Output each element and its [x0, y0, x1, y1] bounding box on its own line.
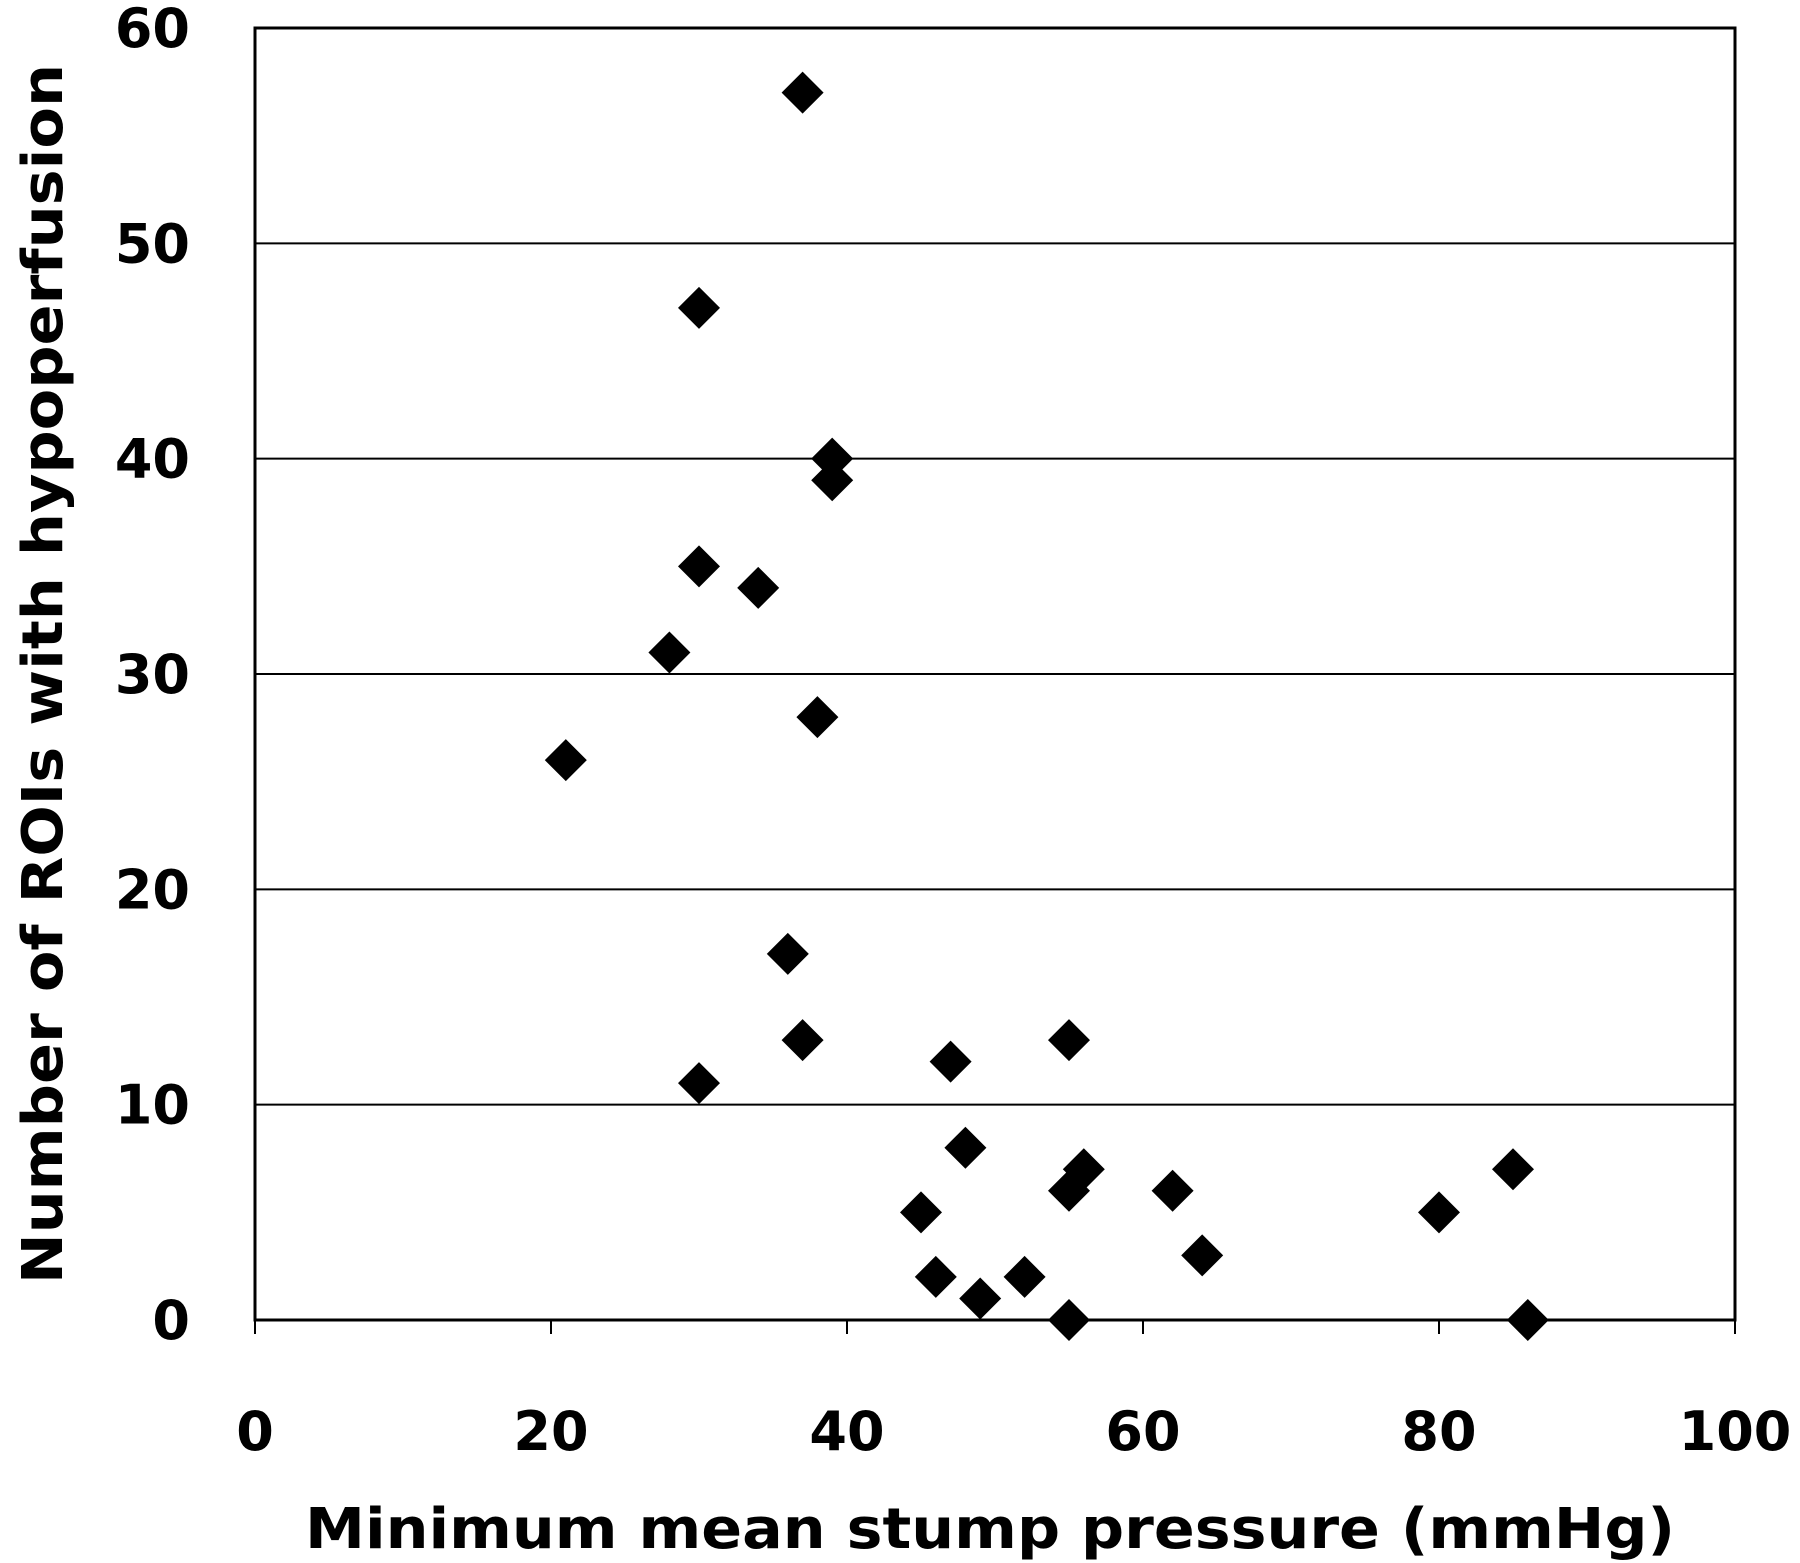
data-point — [1003, 1255, 1046, 1298]
x-tick-label: 20 — [513, 1400, 588, 1463]
x-tick-label: 40 — [809, 1400, 884, 1463]
data-point — [766, 932, 809, 975]
data-point — [1048, 1299, 1090, 1341]
data-point — [914, 1255, 957, 1298]
plot-area-frame — [253, 26, 1737, 1322]
x-axis-ticks: 0 20 40 60 80 100 — [236, 1320, 1791, 1463]
x-tick-label: 60 — [1105, 1400, 1180, 1463]
data-point — [648, 631, 691, 674]
data-point — [811, 437, 854, 480]
data-point — [678, 286, 720, 329]
y-axis-ticks: 0 10 20 30 40 50 60 — [115, 0, 190, 1352]
y-tick-label: 50 — [115, 212, 190, 275]
grid-lines — [255, 242, 1735, 1106]
data-point — [1181, 1234, 1224, 1277]
data-point — [900, 1191, 942, 1234]
data-point — [1418, 1191, 1460, 1234]
x-tick-label: 80 — [1401, 1400, 1476, 1463]
x-tick-label: 100 — [1679, 1400, 1792, 1463]
data-point — [944, 1126, 987, 1169]
y-tick-label: 60 — [115, 0, 190, 60]
data-point — [781, 71, 824, 114]
y-tick-label: 10 — [115, 1074, 190, 1137]
data-point — [1151, 1169, 1194, 1212]
x-axis-title: Minimum mean stump pressure (mmHg) — [305, 1497, 1675, 1562]
data-points — [544, 71, 1549, 1341]
data-point — [678, 1062, 720, 1105]
data-point — [1048, 1169, 1090, 1212]
data-point — [1048, 1019, 1090, 1062]
y-tick-label: 20 — [115, 858, 190, 921]
data-point — [796, 696, 839, 739]
y-tick-label: 40 — [115, 428, 190, 491]
y-tick-label: 30 — [115, 643, 190, 706]
data-point — [678, 545, 720, 588]
data-point — [929, 1040, 972, 1083]
data-point — [1492, 1148, 1534, 1191]
data-point — [1506, 1299, 1549, 1341]
y-axis-title: Number of ROIs with hypoperfusion — [11, 64, 76, 1284]
data-point — [959, 1277, 1002, 1320]
data-point — [544, 739, 587, 782]
data-point — [737, 566, 780, 609]
y-tick-label: 0 — [152, 1289, 190, 1352]
x-tick-label: 0 — [236, 1400, 274, 1463]
data-point — [781, 1019, 824, 1062]
data-point — [811, 459, 854, 502]
